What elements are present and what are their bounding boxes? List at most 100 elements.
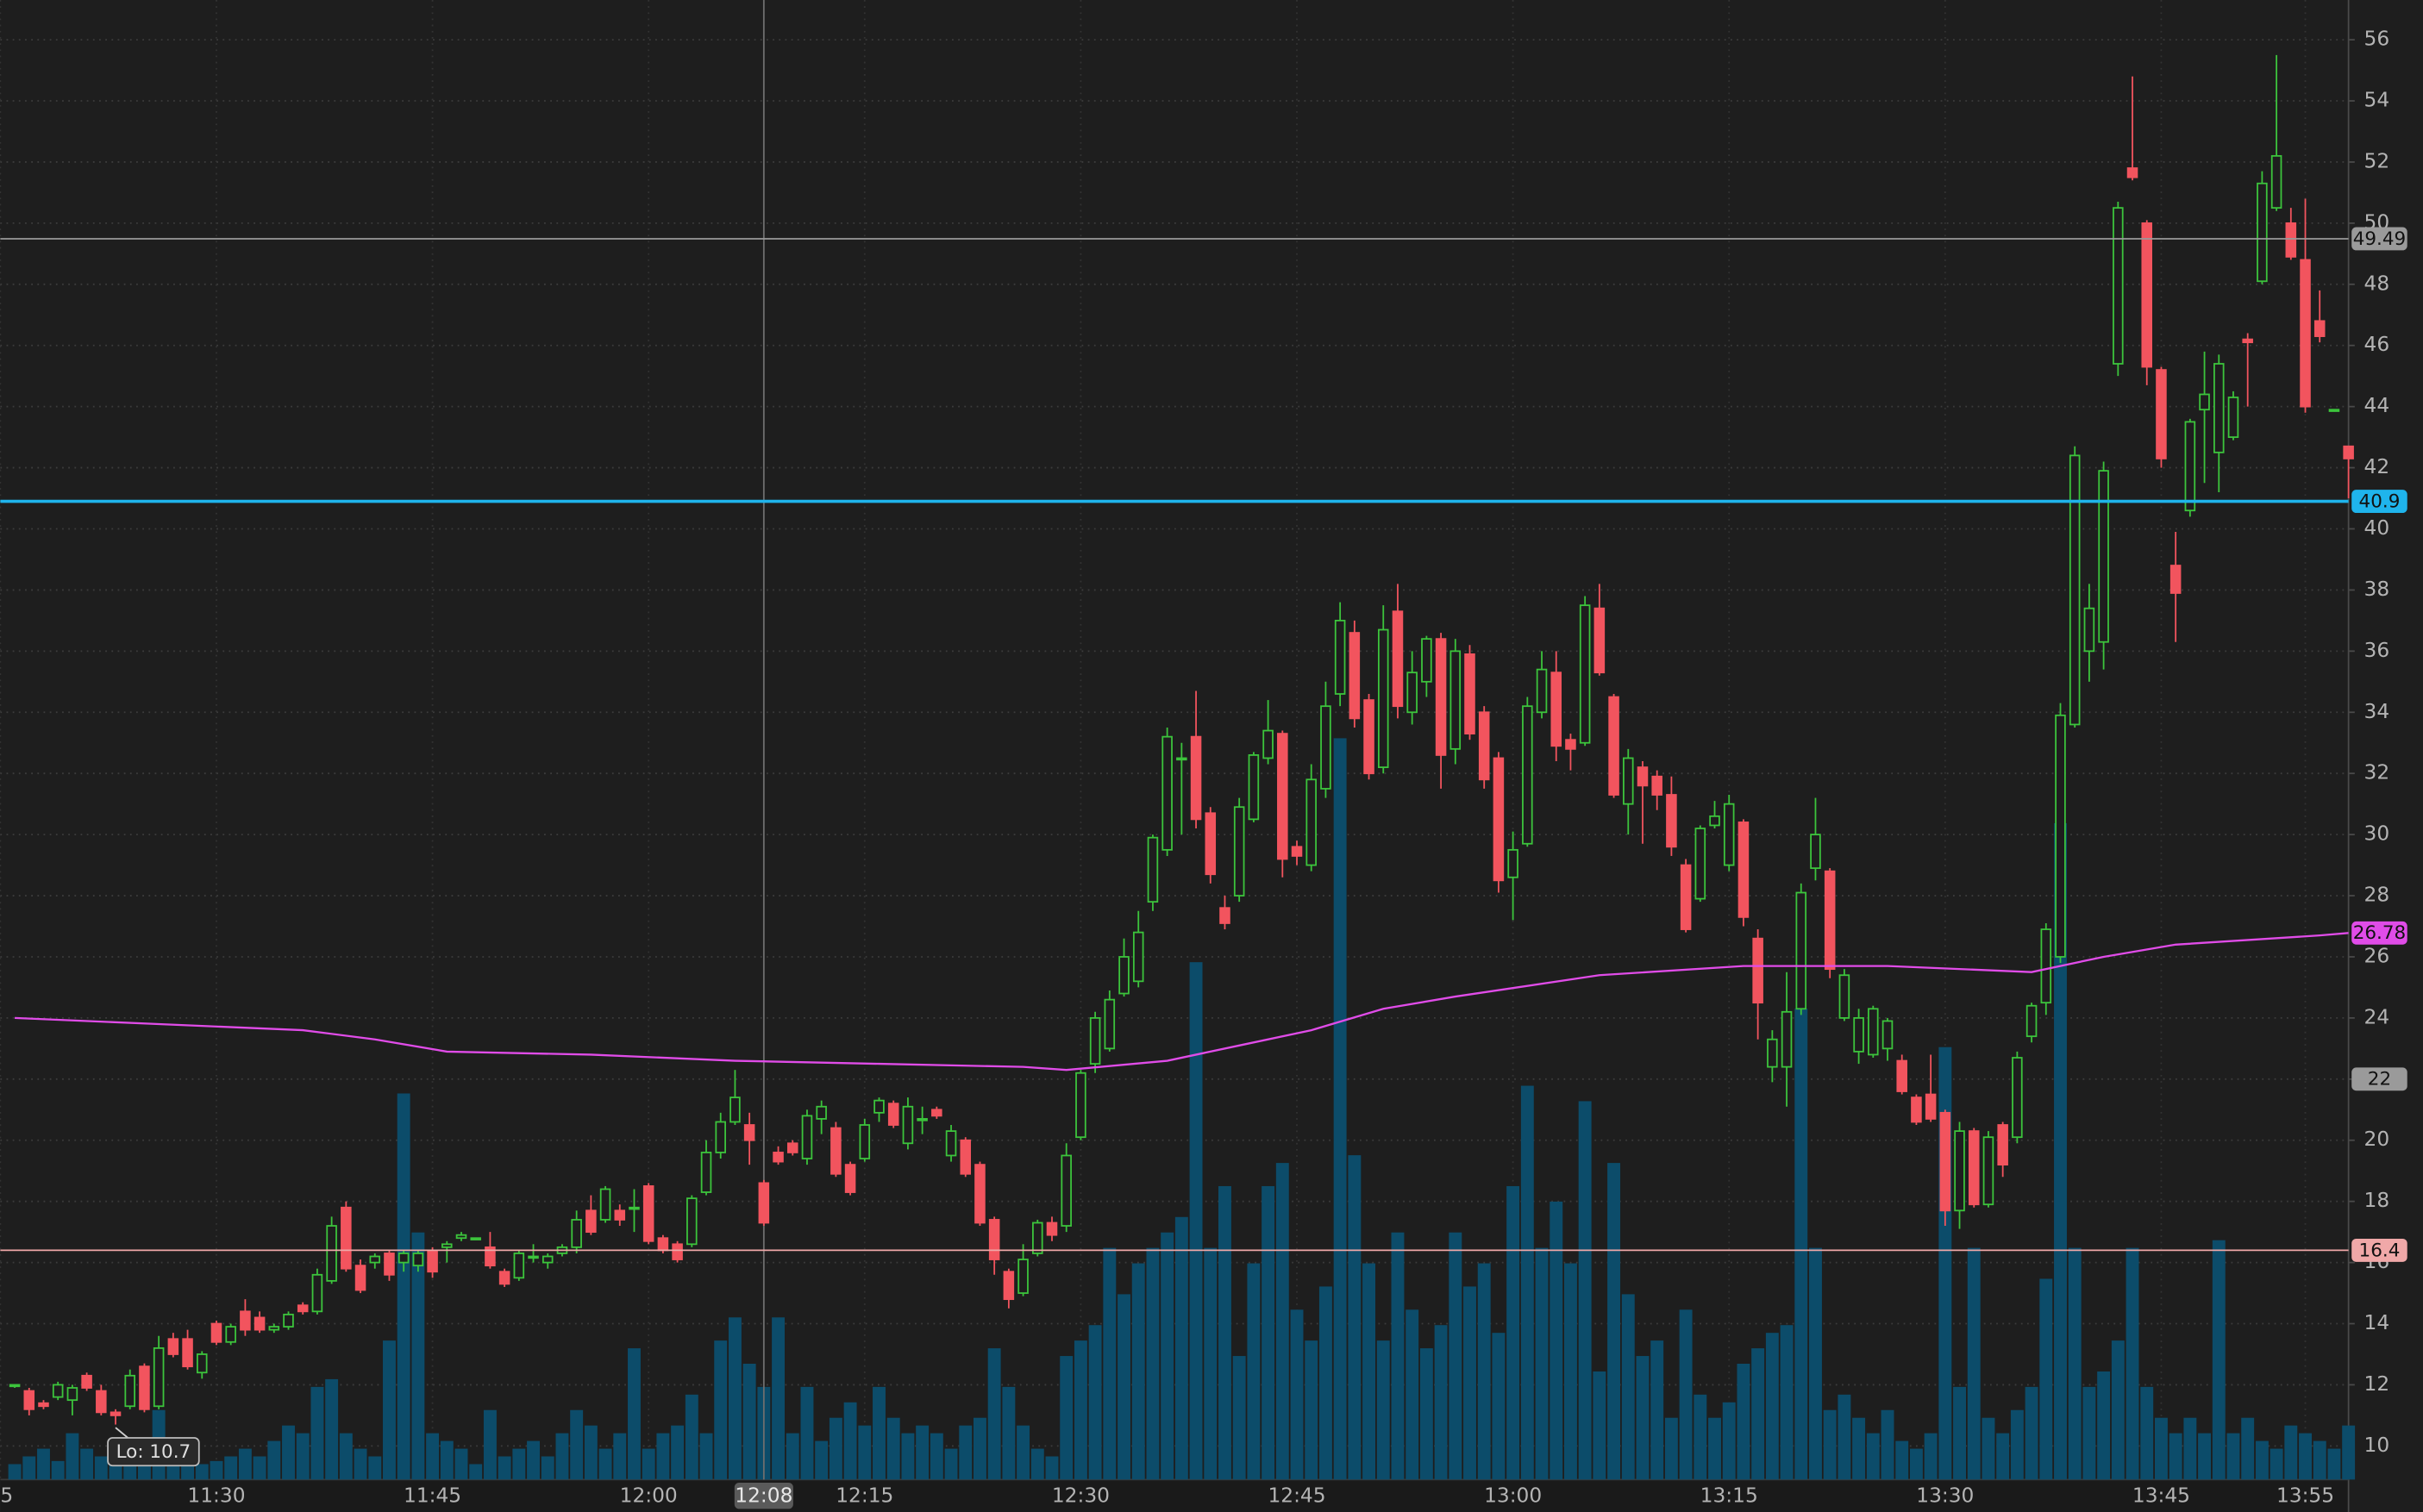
volume-bar — [2039, 1278, 2053, 1480]
candle-body: 13:21 — [1810, 834, 1821, 870]
candle-body: 13:12 — [1680, 864, 1692, 930]
candle-body: 11:27 — [167, 1338, 179, 1355]
candle-body: 11:39 — [341, 1206, 352, 1270]
y-tick-label: 38 — [2364, 578, 2390, 601]
candle-body: 12:40 — [1219, 907, 1230, 924]
volume-bar — [325, 1378, 339, 1480]
volume-bar — [454, 1448, 468, 1480]
volume-bar — [1348, 1155, 1362, 1480]
volume-bar — [80, 1448, 94, 1480]
candle-body: 13:24 — [1853, 1016, 1864, 1053]
volume-bar — [1131, 1263, 1145, 1480]
candle-body: 13:46 — [2169, 565, 2182, 594]
price-tag-box — [2351, 490, 2407, 514]
candle-body: 13:36 — [2025, 1004, 2038, 1038]
candle-body: 12:12 — [816, 1105, 827, 1120]
volume-bar — [1275, 1163, 1289, 1480]
candle-body: 11:49 — [485, 1246, 496, 1267]
volume-bar — [973, 1417, 986, 1480]
volume-bar — [1189, 962, 1203, 1480]
volume-bar — [8, 1464, 22, 1480]
y-tick-label: 32 — [2364, 761, 2390, 784]
candle-body: 13:33 — [1982, 1136, 1994, 1206]
candle-body: 13:42 — [2113, 207, 2124, 365]
candle-body: 12:31 — [1089, 1016, 1101, 1065]
volume-bar — [916, 1425, 930, 1480]
candle-body: 13:29 — [1925, 1093, 1937, 1120]
volume-bar — [1650, 1340, 1664, 1480]
candle-body: 11:21 — [81, 1374, 92, 1389]
candle-body: 12:35 — [1147, 836, 1159, 903]
candle-body: 13:19 — [1781, 1010, 1793, 1068]
volume-bar — [1636, 1356, 1650, 1480]
volume-bar — [1520, 1085, 1534, 1480]
volume-bar — [37, 1448, 50, 1480]
volume-bar — [613, 1433, 627, 1480]
y-tick-label: 28 — [2364, 884, 2390, 907]
volume-bar — [1765, 1333, 1779, 1480]
y-tick-label: 42 — [2364, 455, 2390, 478]
y-tick-label: 18 — [2364, 1189, 2390, 1212]
volume-bar — [656, 1433, 670, 1480]
volume-bar — [2169, 1433, 2182, 1480]
volume-bar — [1895, 1440, 1909, 1480]
volume-bar — [1866, 1433, 1880, 1480]
volume-bar — [2111, 1340, 2125, 1480]
volume-bar — [1780, 1325, 1794, 1480]
volume-bar — [843, 1402, 857, 1480]
candle-body: 13:30 — [1939, 1111, 1951, 1212]
price-tag: 40.9 — [2359, 490, 2401, 512]
volume-bar — [1694, 1394, 1707, 1480]
candle-body: 11:28 — [182, 1338, 193, 1368]
candle-body: 12:33 — [1118, 956, 1130, 995]
volume-bar — [1290, 1309, 1304, 1480]
candle-body: 12:25 — [1003, 1271, 1015, 1301]
volume-bar — [2327, 1448, 2341, 1480]
candle-body: 13:43 — [2126, 167, 2138, 178]
candle-body: 11:31 — [225, 1326, 236, 1343]
candle-body: 12:20 — [931, 1109, 942, 1117]
volume-bar — [714, 1340, 728, 1480]
volume-bar — [1391, 1232, 1405, 1480]
volume-bar — [1318, 1286, 1332, 1480]
candle-body: 12:08 — [758, 1182, 770, 1224]
volume-bar — [1030, 1448, 1044, 1480]
volume-bar — [224, 1456, 238, 1480]
volume-bar — [1204, 1247, 1218, 1480]
y-tick-label: 56 — [2364, 28, 2390, 51]
candle-body: 13:13 — [1694, 828, 1706, 900]
candle-body: 11:19 — [52, 1384, 64, 1398]
candle-body: 12:45 — [1291, 846, 1303, 857]
y-tick-label: 36 — [2364, 639, 2390, 662]
y-tick-label: 14 — [2364, 1311, 2390, 1334]
candle-body: 13:58 — [2343, 445, 2354, 459]
volume-bar — [1463, 1286, 1476, 1480]
candle-body: 12:51 — [1377, 628, 1389, 768]
volume-bar — [1607, 1163, 1621, 1480]
volume-bar — [873, 1386, 886, 1480]
volume-bar — [1218, 1185, 1231, 1480]
volume-bar — [699, 1433, 713, 1480]
candle-body: 13:01 — [1522, 705, 1533, 845]
volume-bar — [685, 1394, 698, 1480]
candle-body: 13:27 — [1896, 1059, 1907, 1092]
volume-bar — [1794, 1008, 1808, 1480]
y-tick-label: 46 — [2364, 333, 2390, 356]
volume-bar — [800, 1386, 814, 1480]
candle-body: 11:20 — [66, 1387, 78, 1402]
volume-bar — [1550, 1201, 1563, 1480]
volume-bar — [987, 1348, 1001, 1480]
candle-body: 11:30 — [210, 1322, 222, 1343]
y-tick-label: 12 — [2364, 1372, 2390, 1396]
volume-bar — [1434, 1325, 1448, 1480]
volume-bar — [944, 1448, 958, 1480]
y-tick-label: 44 — [2364, 394, 2390, 417]
candle-body: 12:48 — [1334, 619, 1346, 695]
candle-body: 12:55 — [1435, 638, 1447, 756]
candle-body: 12:59 — [1493, 757, 1505, 882]
annotation-pointer — [115, 1427, 128, 1439]
volume-bar — [628, 1348, 641, 1480]
y-tick-label: 20 — [2364, 1128, 2390, 1151]
candle-body: 12:11 — [801, 1115, 813, 1159]
